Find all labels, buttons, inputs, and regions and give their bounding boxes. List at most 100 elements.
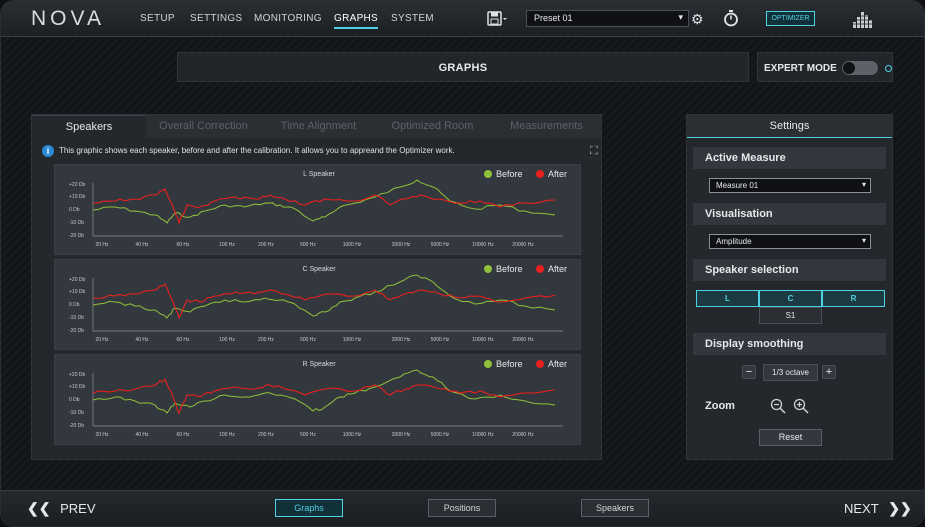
x-tick-label: 100 Hz bbox=[219, 432, 235, 438]
y-tick-label: +10 Db bbox=[69, 384, 85, 390]
x-tick-label: 20000 Hz bbox=[512, 432, 534, 438]
graphs-panel: Speakers Overall Correction Time Alignme… bbox=[31, 114, 602, 460]
nav-setup[interactable]: SETUP bbox=[140, 13, 175, 24]
smoothing-increase-button[interactable]: + bbox=[822, 365, 836, 379]
legend-after-label: After bbox=[548, 169, 567, 179]
expand-icon[interactable]: ⛶ bbox=[590, 145, 598, 157]
speaker-graph-l-plot: +20 Db +10 Db 0 Db -10 Db -20 Db 20 Hz 40 Hz 60… bbox=[69, 169, 567, 248]
x-tick-label: 60 Hz bbox=[176, 242, 190, 248]
preset-value: Preset 01 bbox=[534, 13, 573, 23]
y-tick-label: 0 Db bbox=[69, 207, 80, 213]
gear-icon[interactable]: ⚙ bbox=[691, 11, 704, 27]
active-measure-label: Active Measure bbox=[693, 147, 886, 169]
y-tick-label: 0 Db bbox=[69, 397, 80, 403]
y-tick-label: +20 Db bbox=[69, 277, 85, 283]
y-tick-label: 0 Db bbox=[69, 302, 80, 308]
info-icon: i bbox=[42, 145, 54, 157]
smoothing-value: 1/3 octave bbox=[763, 364, 818, 381]
settings-title: Settings bbox=[687, 115, 892, 138]
x-tick-label: 200 Hz bbox=[258, 337, 274, 343]
footer-speakers-button[interactable]: Speakers bbox=[581, 499, 649, 517]
stopwatch-icon[interactable] bbox=[723, 9, 739, 27]
preset-select[interactable]: Preset 01 ▾ bbox=[526, 10, 689, 27]
prev-label: PREV bbox=[60, 501, 96, 516]
legend-after-swatch bbox=[536, 170, 544, 178]
x-tick-label: 60 Hz bbox=[176, 432, 190, 438]
x-tick-label: 2000 Hz bbox=[392, 432, 411, 438]
speaker-selection-label: Speaker selection bbox=[693, 259, 886, 281]
y-tick-label: -10 Db bbox=[69, 220, 84, 226]
x-tick-label: 10000 Hz bbox=[472, 337, 494, 343]
after-curve bbox=[92, 283, 556, 320]
x-tick-label: 500 Hz bbox=[300, 337, 316, 343]
after-curve bbox=[92, 377, 556, 415]
tab-speakers[interactable]: Speakers bbox=[32, 115, 146, 138]
x-tick-label: 20000 Hz bbox=[512, 337, 534, 343]
optimizer-button[interactable]: OPTIMIZER bbox=[766, 11, 815, 26]
x-tick-label: 1000 Hz bbox=[343, 432, 362, 438]
legend-before-label: Before bbox=[496, 359, 523, 369]
reset-zoom-button[interactable]: Reset bbox=[759, 429, 822, 446]
nav-monitoring[interactable]: MONITORING bbox=[254, 13, 322, 24]
tab-optimized-room[interactable]: Optimized Room bbox=[391, 120, 474, 132]
prev-button[interactable]: ❮❮ PREV bbox=[27, 500, 96, 517]
x-tick-label: 100 Hz bbox=[219, 242, 235, 248]
settings-panel: Settings Active Measure Measure 01 ▾ Vis… bbox=[686, 114, 893, 460]
x-tick-label: 5000 Hz bbox=[431, 432, 450, 438]
speaker-button-c[interactable]: C bbox=[759, 290, 822, 307]
x-tick-label: 40 Hz bbox=[135, 242, 149, 248]
x-tick-label: 5000 Hz bbox=[431, 242, 450, 248]
x-tick-label: 1000 Hz bbox=[343, 242, 362, 248]
zoom-in-icon[interactable] bbox=[793, 398, 809, 414]
graph-tabs: Speakers Overall Correction Time Alignme… bbox=[32, 115, 601, 138]
save-icon[interactable] bbox=[487, 11, 507, 27]
legend-before-swatch bbox=[484, 360, 492, 368]
y-tick-label: +10 Db bbox=[69, 194, 85, 200]
expert-mode-indicator bbox=[885, 65, 892, 72]
active-measure-select[interactable]: Measure 01 ▾ bbox=[709, 178, 871, 193]
expert-mode-toggle[interactable] bbox=[842, 61, 878, 75]
legend-before-swatch bbox=[484, 170, 492, 178]
speaker-graph-l: +20 Db +10 Db 0 Db -10 Db -20 Db 20 Hz 40 Hz 60… bbox=[54, 164, 581, 255]
graph-title: R Speaker bbox=[302, 361, 336, 368]
x-tick-label: 200 Hz bbox=[258, 432, 274, 438]
legend-before-label: Before bbox=[496, 169, 523, 179]
speaker-button-l[interactable]: L bbox=[696, 290, 759, 307]
toggle-knob bbox=[843, 62, 855, 74]
subwoofer-button-s1[interactable]: S1 bbox=[759, 307, 822, 324]
footer-graphs-button[interactable]: Graphs bbox=[275, 499, 343, 517]
before-curve bbox=[92, 274, 556, 319]
y-tick-label: -10 Db bbox=[69, 315, 84, 321]
speaker-button-r[interactable]: R bbox=[822, 290, 885, 307]
y-tick-label: -20 Db bbox=[69, 233, 84, 239]
info-row: i This graphic shows each speaker, befor… bbox=[42, 145, 598, 159]
display-smoothing-label: Display smoothing bbox=[693, 333, 886, 355]
tab-time-alignment[interactable]: Time Alignment bbox=[280, 120, 357, 132]
tab-measurements[interactable]: Measurements bbox=[510, 120, 583, 132]
zoom-out-icon[interactable] bbox=[770, 398, 786, 414]
x-tick-label: 100 Hz bbox=[219, 337, 235, 343]
page-header: GRAPHS bbox=[177, 52, 749, 82]
legend-before-swatch bbox=[484, 265, 492, 273]
page-title: GRAPHS bbox=[438, 62, 488, 74]
nav-graphs[interactable]: GRAPHS bbox=[334, 13, 379, 29]
x-tick-label: 500 Hz bbox=[300, 242, 316, 248]
legend-before-label: Before bbox=[496, 264, 523, 274]
nav-system[interactable]: SYSTEM bbox=[391, 13, 434, 24]
x-tick-label: 10000 Hz bbox=[472, 432, 494, 438]
next-button[interactable]: NEXT ❯❯ bbox=[844, 500, 912, 517]
graph-title: L Speaker bbox=[303, 171, 335, 178]
x-tick-label: 20000 Hz bbox=[512, 242, 534, 248]
tab-overall-correction[interactable]: Overall Correction bbox=[159, 120, 248, 132]
double-chevron-left-icon: ❮❮ bbox=[27, 500, 51, 516]
visualisation-select[interactable]: Amplitude ▾ bbox=[709, 234, 871, 249]
info-text: This graphic shows each speaker, before … bbox=[59, 146, 455, 155]
visualisation-label: Visualisation bbox=[693, 203, 886, 225]
smoothing-decrease-button[interactable]: − bbox=[742, 365, 756, 379]
footer-positions-button[interactable]: Positions bbox=[428, 499, 496, 517]
level-meter-icon[interactable] bbox=[852, 9, 874, 29]
expert-mode-label: EXPERT MODE bbox=[764, 63, 837, 74]
x-tick-label: 500 Hz bbox=[300, 432, 316, 438]
nav-settings[interactable]: SETTINGS bbox=[190, 13, 243, 24]
